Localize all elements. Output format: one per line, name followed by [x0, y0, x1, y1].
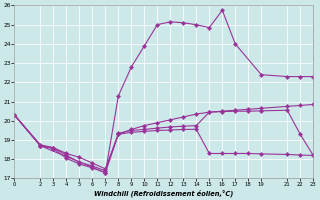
X-axis label: Windchill (Refroidissement éolien,°C): Windchill (Refroidissement éolien,°C) — [94, 189, 234, 197]
